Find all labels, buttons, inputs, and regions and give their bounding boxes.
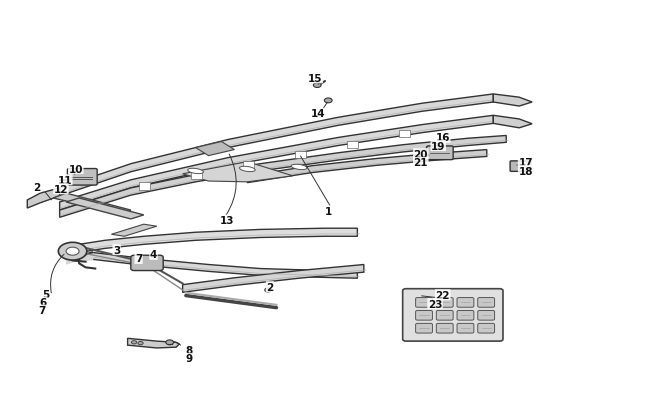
FancyBboxPatch shape: [68, 169, 98, 185]
Polygon shape: [60, 116, 493, 211]
FancyBboxPatch shape: [478, 324, 495, 333]
FancyBboxPatch shape: [436, 311, 453, 320]
Text: 10: 10: [68, 164, 83, 174]
FancyBboxPatch shape: [436, 324, 453, 333]
Polygon shape: [248, 150, 487, 183]
Text: 13: 13: [219, 215, 234, 226]
FancyBboxPatch shape: [457, 324, 474, 333]
Circle shape: [324, 99, 332, 104]
Bar: [346, 141, 358, 149]
Text: 8: 8: [185, 345, 192, 356]
Circle shape: [138, 342, 143, 345]
Text: 1: 1: [324, 207, 332, 216]
Circle shape: [313, 83, 321, 88]
Circle shape: [58, 243, 87, 260]
Text: 15: 15: [308, 74, 322, 83]
Polygon shape: [493, 116, 532, 128]
Polygon shape: [60, 136, 506, 218]
Polygon shape: [127, 339, 179, 348]
FancyBboxPatch shape: [415, 311, 432, 320]
Bar: [242, 162, 254, 169]
Text: 14: 14: [311, 109, 326, 119]
Polygon shape: [183, 265, 364, 292]
Text: 22: 22: [436, 290, 450, 300]
Polygon shape: [183, 162, 292, 182]
Text: 12: 12: [54, 184, 68, 194]
Polygon shape: [53, 194, 131, 215]
Text: 4: 4: [150, 250, 157, 260]
Polygon shape: [196, 142, 235, 156]
Text: 2: 2: [33, 182, 40, 192]
Circle shape: [131, 341, 136, 344]
Text: 21: 21: [413, 158, 428, 168]
Text: 20: 20: [413, 149, 428, 159]
FancyBboxPatch shape: [402, 289, 503, 341]
Polygon shape: [60, 95, 493, 196]
FancyBboxPatch shape: [510, 162, 531, 172]
Text: 3: 3: [113, 245, 120, 255]
Circle shape: [265, 288, 271, 292]
Text: 6: 6: [40, 297, 47, 307]
Circle shape: [66, 247, 79, 256]
FancyBboxPatch shape: [478, 311, 495, 320]
Bar: [138, 183, 150, 190]
FancyBboxPatch shape: [131, 256, 163, 271]
FancyBboxPatch shape: [415, 324, 432, 333]
FancyBboxPatch shape: [426, 147, 453, 160]
Text: 9: 9: [185, 354, 192, 364]
Bar: [294, 151, 306, 159]
Text: 7: 7: [38, 305, 46, 315]
Bar: [399, 131, 410, 138]
Ellipse shape: [291, 165, 307, 170]
FancyBboxPatch shape: [415, 298, 432, 307]
Bar: [190, 173, 202, 180]
Text: 2: 2: [266, 282, 274, 292]
Text: 19: 19: [431, 141, 445, 151]
FancyBboxPatch shape: [436, 298, 453, 307]
Polygon shape: [493, 95, 532, 107]
FancyBboxPatch shape: [457, 298, 474, 307]
FancyBboxPatch shape: [478, 298, 495, 307]
Text: 23: 23: [428, 299, 442, 309]
Text: 11: 11: [58, 175, 72, 185]
Polygon shape: [111, 225, 157, 237]
Circle shape: [166, 340, 174, 345]
Text: 18: 18: [519, 166, 533, 176]
Polygon shape: [79, 229, 358, 253]
Text: 17: 17: [518, 157, 533, 167]
Text: 5: 5: [42, 289, 49, 299]
Polygon shape: [27, 188, 60, 209]
Polygon shape: [92, 253, 358, 279]
Polygon shape: [66, 198, 144, 220]
FancyBboxPatch shape: [457, 311, 474, 320]
Text: 7: 7: [135, 254, 142, 264]
Text: 16: 16: [436, 133, 450, 143]
Ellipse shape: [188, 169, 203, 174]
Ellipse shape: [239, 167, 255, 172]
